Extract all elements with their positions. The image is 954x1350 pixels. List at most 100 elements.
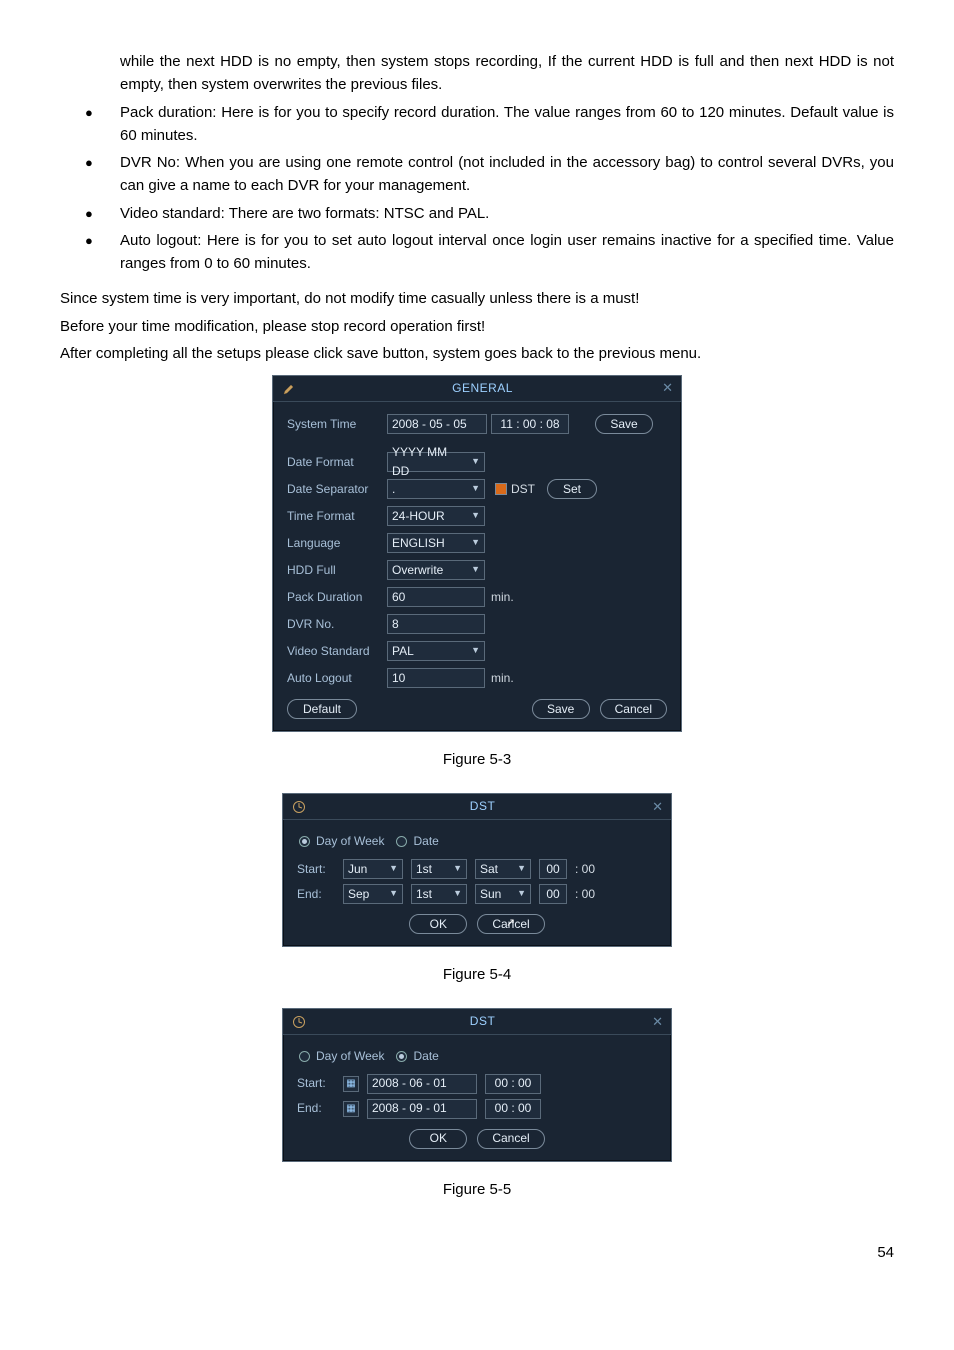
hdd-full-select[interactable]: Overwrite▼ [387, 560, 485, 580]
date-radio[interactable] [396, 1051, 407, 1062]
end-label: End: [297, 1099, 335, 1118]
language-select[interactable]: ENGLISH▼ [387, 533, 485, 553]
bullet-item: Auto logout: Here is for you to set auto… [85, 229, 894, 276]
time-field[interactable]: 11 : 00 : 08 [491, 414, 569, 434]
clock-icon [291, 1014, 307, 1030]
dialog-title: DST [313, 1012, 652, 1031]
ok-button[interactable]: OK [409, 1129, 467, 1149]
start-hour-field[interactable]: 00 [539, 859, 567, 879]
start-label: Start: [297, 1074, 335, 1093]
start-date-field[interactable]: 2008 - 06 - 01 [367, 1074, 477, 1094]
dst-dialog-date: DST ✕ Day of Week Date Start: ▦ 2008 - 0… [282, 1008, 672, 1162]
bullet-list: Pack duration: Here is for you to specif… [60, 101, 894, 276]
end-date-field[interactable]: 2008 - 09 - 01 [367, 1099, 477, 1119]
chevron-down-icon: ▼ [389, 862, 398, 876]
chevron-down-icon: ▼ [389, 887, 398, 901]
time-separator: : 00 [575, 860, 595, 879]
pack-duration-field[interactable]: 60 [387, 587, 485, 607]
close-icon[interactable]: ✕ [652, 1012, 663, 1032]
time-separator: : 00 [575, 885, 595, 904]
system-time-label: System Time [287, 415, 387, 434]
chevron-down-icon: ▼ [471, 563, 480, 577]
dayofweek-radio[interactable] [299, 836, 310, 847]
clock-icon [291, 799, 307, 815]
dst-label: DST [511, 480, 535, 499]
save-button[interactable]: Save [595, 414, 653, 434]
date-label: Date [413, 1047, 438, 1066]
video-standard-select[interactable]: PAL▼ [387, 641, 485, 661]
pencil-icon [281, 381, 297, 397]
set-button[interactable]: Set [547, 479, 597, 499]
cancel-button[interactable]: Cancel [477, 914, 544, 934]
unit-label: min. [491, 588, 514, 607]
cancel-button[interactable]: Cancel [600, 699, 667, 719]
end-month-select[interactable]: Sep▼ [343, 884, 403, 904]
date-separator-label: Date Separator [287, 480, 387, 499]
end-hour-field[interactable]: 00 [539, 884, 567, 904]
dayofweek-label: Day of Week [316, 1047, 384, 1066]
language-label: Language [287, 534, 387, 553]
chevron-down-icon: ▼ [471, 509, 480, 523]
figure-caption: Figure 5-3 [60, 748, 894, 771]
dvr-no-label: DVR No. [287, 615, 387, 634]
titlebar: GENERAL ✕ [273, 376, 681, 402]
chevron-down-icon: ▼ [517, 887, 526, 901]
cancel-button[interactable]: Cancel [477, 1129, 544, 1149]
titlebar: DST ✕ [283, 1009, 671, 1035]
dst-dialog-weekly: DST ✕ Day of Week Date Start: Jun▼ 1st▼ … [282, 793, 672, 947]
date-radio[interactable] [396, 836, 407, 847]
start-day-select[interactable]: Sat▼ [475, 859, 531, 879]
dialog-title: DST [313, 797, 652, 816]
chevron-down-icon: ▼ [453, 862, 462, 876]
intro-paragraph: while the next HDD is no empty, then sys… [60, 50, 894, 97]
date-format-label: Date Format [287, 453, 387, 472]
bullet-item: DVR No: When you are using one remote co… [85, 151, 894, 198]
note-paragraph: After completing all the setups please c… [60, 342, 894, 365]
end-time-field[interactable]: 00 : 00 [485, 1099, 541, 1119]
end-label: End: [297, 885, 335, 904]
chevron-down-icon: ▼ [471, 482, 480, 496]
start-week-select[interactable]: 1st▼ [411, 859, 467, 879]
date-format-select[interactable]: YYYY MM DD▼ [387, 452, 485, 472]
start-month-select[interactable]: Jun▼ [343, 859, 403, 879]
end-week-select[interactable]: 1st▼ [411, 884, 467, 904]
chevron-down-icon: ▼ [471, 536, 480, 550]
auto-logout-field[interactable]: 10 [387, 668, 485, 688]
time-format-select[interactable]: 24-HOUR▼ [387, 506, 485, 526]
dayofweek-radio[interactable] [299, 1051, 310, 1062]
bullet-item: Video standard: There are two formats: N… [85, 202, 894, 225]
calendar-icon[interactable]: ▦ [343, 1076, 359, 1092]
figure-caption: Figure 5-4 [60, 963, 894, 986]
pack-duration-label: Pack Duration [287, 588, 387, 607]
page-number: 54 [60, 1241, 894, 1264]
dvr-no-field[interactable]: 8 [387, 614, 485, 634]
chevron-down-icon: ▼ [471, 455, 480, 469]
close-icon[interactable]: ✕ [662, 378, 673, 398]
start-time-field[interactable]: 00 : 00 [485, 1074, 541, 1094]
video-standard-label: Video Standard [287, 642, 387, 661]
bullet-item: Pack duration: Here is for you to specif… [85, 101, 894, 148]
date-label: Date [413, 832, 438, 851]
dst-checkbox[interactable] [495, 483, 507, 495]
ok-button[interactable]: OK [409, 914, 467, 934]
chevron-down-icon: ▼ [517, 862, 526, 876]
start-label: Start: [297, 860, 335, 879]
dayofweek-label: Day of Week [316, 832, 384, 851]
close-icon[interactable]: ✕ [652, 797, 663, 817]
save-button[interactable]: Save [532, 699, 590, 719]
end-day-select[interactable]: Sun▼ [475, 884, 531, 904]
titlebar: DST ✕ [283, 794, 671, 820]
hdd-full-label: HDD Full [287, 561, 387, 580]
unit-label: min. [491, 669, 514, 688]
general-dialog: GENERAL ✕ System Time 2008 - 05 - 05 11 … [272, 375, 682, 732]
figure-caption: Figure 5-5 [60, 1178, 894, 1201]
chevron-down-icon: ▼ [471, 644, 480, 658]
calendar-icon[interactable]: ▦ [343, 1101, 359, 1117]
default-button[interactable]: Default [287, 699, 357, 719]
date-field[interactable]: 2008 - 05 - 05 [387, 414, 487, 434]
time-format-label: Time Format [287, 507, 387, 526]
chevron-down-icon: ▼ [453, 887, 462, 901]
note-paragraph: Since system time is very important, do … [60, 287, 894, 310]
note-paragraph: Before your time modification, please st… [60, 315, 894, 338]
date-separator-select[interactable]: .▼ [387, 479, 485, 499]
